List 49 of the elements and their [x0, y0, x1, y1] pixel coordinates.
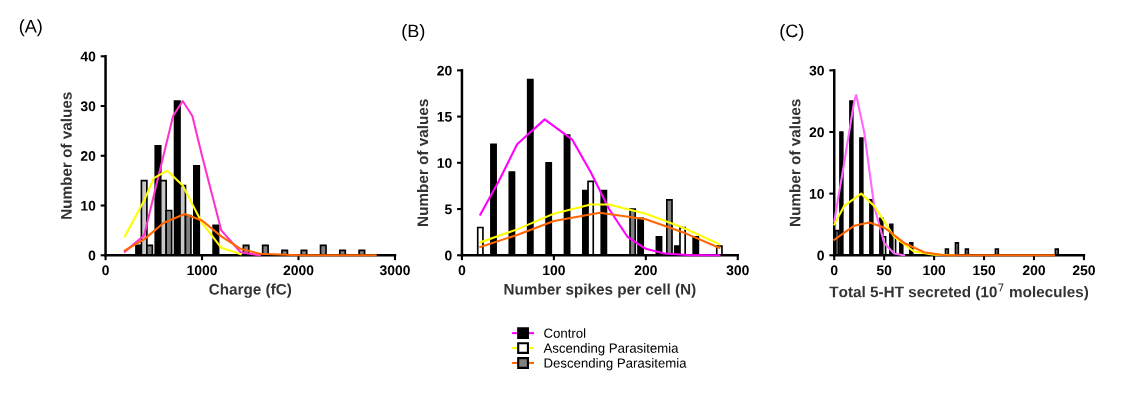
legend-label: Ascending Parasitemia	[543, 343, 679, 356]
legend-label: Control	[544, 328, 586, 338]
x-axis-title: Total 5-HT secreted (10$^{7}$ molecules)	[829, 283, 1089, 301]
y-tick-label: 30	[809, 65, 824, 76]
x-axis-title: Charge (fC)	[209, 283, 292, 298]
bar	[319, 244, 327, 256]
y-tick-label: 10	[437, 158, 452, 168]
line-series	[123, 100, 261, 257]
line-series	[479, 118, 721, 257]
y-tick-label: 5	[444, 204, 452, 215]
x-tick-label: 100	[923, 265, 946, 276]
y-tick-label: 20	[437, 65, 452, 76]
y-tick-label: 10	[809, 188, 824, 199]
x-axis-title: Number spikes per cell (N)	[504, 283, 696, 298]
x-tick-label: 1000	[187, 265, 217, 276]
y-tick-label: 0	[817, 250, 824, 261]
y-tick-label: 0	[445, 250, 452, 261]
x-tick-label: 3000	[379, 265, 410, 276]
x-tick-label: 200	[634, 265, 657, 276]
y-tick-label: 0	[88, 250, 96, 261]
y-tick-label: 15	[437, 112, 452, 122]
x-tick-label: 50	[876, 265, 892, 276]
x-tick-label: 0	[102, 265, 109, 276]
x-tick-label: 250	[1072, 265, 1095, 276]
line-series	[123, 212, 377, 257]
line-series	[833, 93, 906, 257]
line-series	[123, 169, 242, 256]
y-tick-label: 10	[81, 200, 96, 211]
y-axis-title: Number of values	[416, 99, 429, 226]
chart-title: (A)	[19, 19, 42, 37]
line-series	[833, 221, 1055, 257]
chart-title: (B)	[402, 23, 425, 41]
legend-label: Descending Parasitemia	[544, 358, 687, 371]
x-tick-label: 2000	[283, 265, 314, 276]
y-tick-label: 20	[809, 127, 824, 138]
x-tick-label: 0	[830, 265, 838, 276]
x-tick-label: 200	[1022, 265, 1045, 276]
y-tick-label: 40	[80, 51, 96, 62]
line-series	[479, 203, 721, 246]
x-tick-label: 300	[726, 265, 749, 276]
line-series	[479, 211, 721, 249]
y-tick-label: 30	[80, 101, 96, 112]
chart-title: (C)	[780, 23, 804, 41]
y-tick-label: 20	[80, 151, 96, 161]
x-tick-label: 150	[973, 265, 996, 276]
y-axis-title: Number of values	[60, 92, 72, 219]
x-tick-label: 100	[543, 265, 565, 276]
x-tick-label: 0	[458, 265, 466, 276]
y-axis-title: Number of values	[789, 99, 801, 226]
